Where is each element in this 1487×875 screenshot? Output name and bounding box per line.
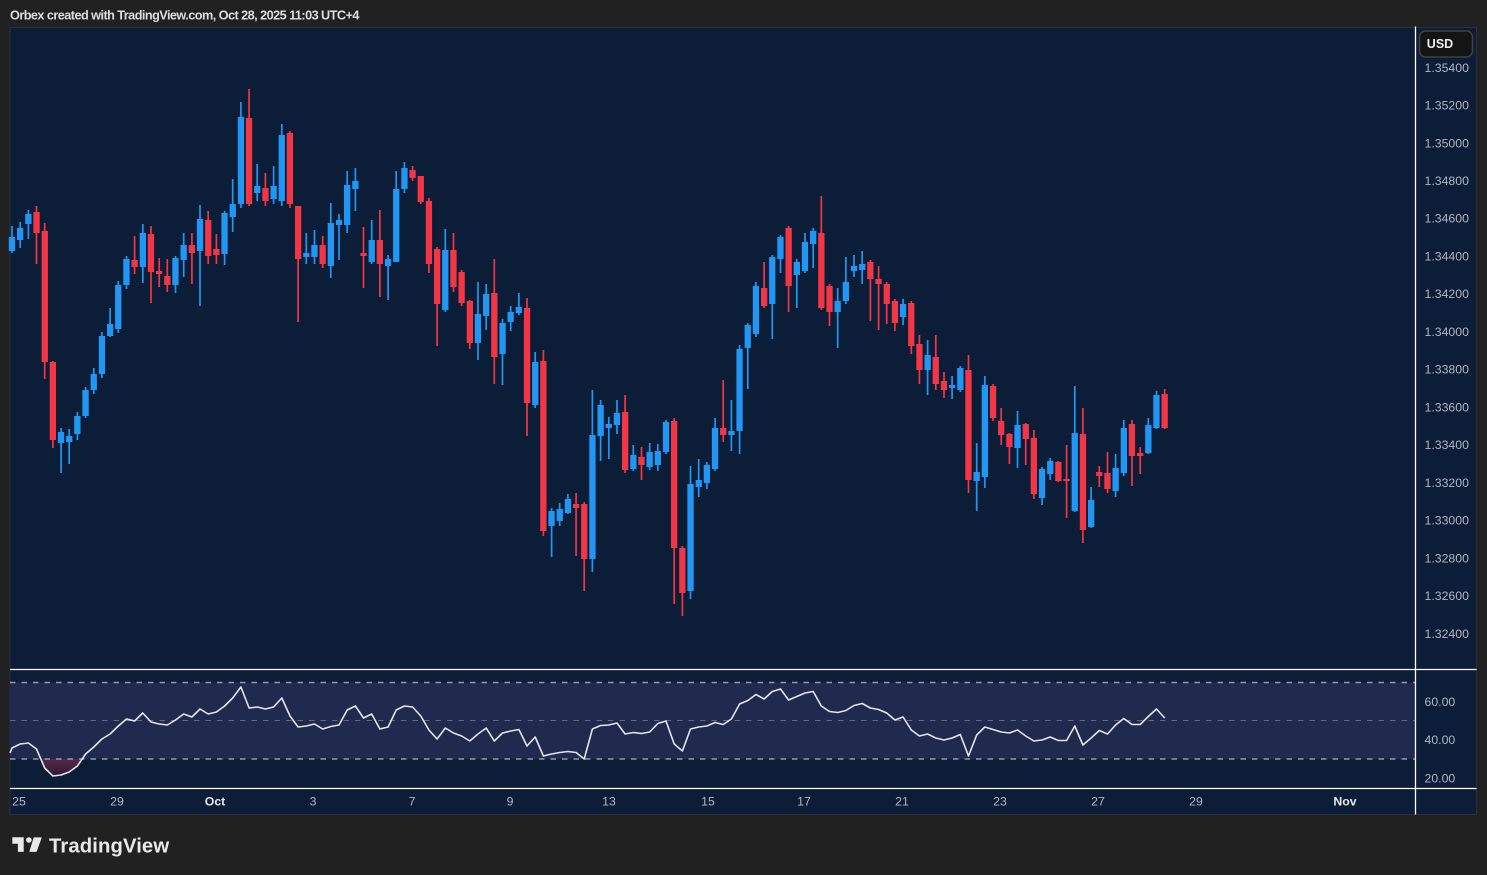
svg-text:17: 17	[797, 795, 811, 809]
svg-text:1.32800: 1.32800	[1425, 551, 1470, 565]
svg-text:60.00: 60.00	[1425, 695, 1456, 709]
svg-text:1.35400: 1.35400	[1425, 61, 1470, 75]
svg-text:40.00: 40.00	[1425, 733, 1456, 747]
svg-text:29: 29	[1189, 795, 1203, 809]
svg-text:1.34600: 1.34600	[1425, 212, 1470, 226]
svg-text:9: 9	[507, 795, 514, 809]
svg-text:1.33400: 1.33400	[1425, 438, 1470, 452]
svg-text:Nov: Nov	[1333, 795, 1356, 809]
svg-text:23: 23	[993, 795, 1007, 809]
svg-text:3: 3	[310, 795, 317, 809]
svg-text:1.33800: 1.33800	[1425, 363, 1470, 377]
svg-text:15: 15	[701, 795, 715, 809]
svg-text:1.34400: 1.34400	[1425, 249, 1470, 263]
svg-text:1.34800: 1.34800	[1425, 174, 1470, 188]
svg-text:1.35200: 1.35200	[1425, 98, 1470, 112]
svg-text:1.34000: 1.34000	[1425, 325, 1470, 339]
svg-text:1.33000: 1.33000	[1425, 514, 1470, 528]
svg-text:1.33600: 1.33600	[1425, 400, 1470, 414]
svg-text:20.00: 20.00	[1425, 771, 1456, 785]
svg-text:13: 13	[602, 795, 616, 809]
svg-text:1.32400: 1.32400	[1425, 627, 1470, 641]
svg-text:7: 7	[409, 795, 416, 809]
svg-text:Orbex created with TradingView: Orbex created with TradingView.com, Oct …	[10, 9, 359, 23]
svg-text:1.35000: 1.35000	[1425, 136, 1470, 150]
svg-text:1.32600: 1.32600	[1425, 589, 1470, 603]
svg-text:USD: USD	[1427, 37, 1453, 51]
svg-text:29: 29	[110, 795, 124, 809]
svg-text:1.34200: 1.34200	[1425, 287, 1470, 301]
svg-text:1.33200: 1.33200	[1425, 476, 1470, 490]
svg-text:21: 21	[895, 795, 909, 809]
svg-text:Oct: Oct	[205, 795, 226, 809]
svg-text:27: 27	[1091, 795, 1105, 809]
svg-text:25: 25	[12, 795, 26, 809]
svg-text:TradingView: TradingView	[49, 835, 169, 857]
